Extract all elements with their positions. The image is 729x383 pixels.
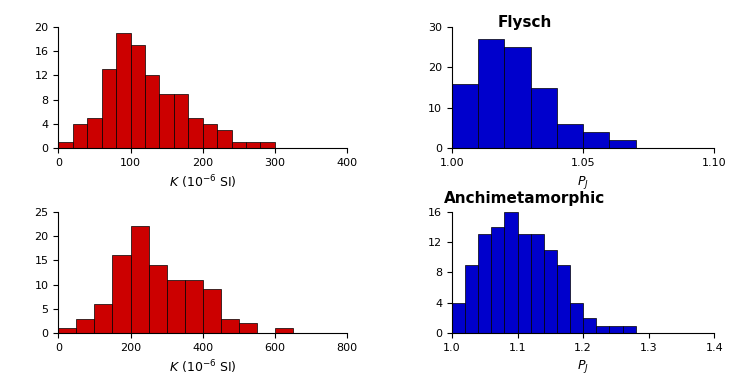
Bar — [246, 142, 260, 148]
Bar — [130, 45, 145, 148]
Bar — [73, 124, 87, 148]
Bar — [95, 304, 112, 333]
Bar — [504, 47, 531, 148]
Bar — [531, 234, 544, 333]
Bar — [130, 226, 149, 333]
Bar — [112, 255, 130, 333]
Text: Flysch: Flysch — [498, 15, 552, 30]
Bar — [203, 290, 221, 333]
Bar — [145, 75, 160, 148]
Bar — [491, 227, 504, 333]
Bar — [452, 303, 465, 333]
Bar — [570, 303, 583, 333]
Bar — [232, 142, 246, 148]
Bar — [101, 69, 116, 148]
Bar — [58, 142, 73, 148]
Bar — [609, 326, 623, 333]
Bar — [217, 130, 232, 148]
Bar — [203, 124, 217, 148]
Bar — [188, 118, 203, 148]
Bar — [557, 124, 583, 148]
Bar — [504, 212, 518, 333]
Bar — [465, 265, 478, 333]
Bar — [518, 234, 531, 333]
Bar — [87, 118, 101, 148]
X-axis label: $K$ (10$^{-6}$ SI): $K$ (10$^{-6}$ SI) — [169, 173, 237, 191]
Bar — [478, 39, 504, 148]
Bar — [596, 326, 609, 333]
Bar — [167, 280, 184, 333]
Bar — [221, 319, 239, 333]
Bar — [174, 94, 188, 148]
Bar — [583, 318, 596, 333]
Bar — [184, 280, 203, 333]
X-axis label: $K$ (10$^{-6}$ SI): $K$ (10$^{-6}$ SI) — [169, 358, 237, 376]
Bar — [531, 88, 557, 148]
Bar — [160, 94, 174, 148]
Bar — [623, 326, 636, 333]
Bar — [557, 265, 570, 333]
Bar — [149, 265, 167, 333]
Bar — [452, 83, 478, 148]
Bar — [58, 328, 77, 333]
Bar — [77, 319, 95, 333]
Bar — [478, 234, 491, 333]
Bar — [583, 132, 609, 148]
Bar — [239, 324, 257, 333]
Text: Anchimetamorphic: Anchimetamorphic — [444, 192, 606, 206]
X-axis label: $P_J$: $P_J$ — [577, 358, 589, 375]
Bar — [609, 140, 636, 148]
Bar — [275, 328, 293, 333]
Bar — [116, 33, 130, 148]
Bar — [260, 142, 275, 148]
X-axis label: $P_J$: $P_J$ — [577, 173, 589, 191]
Bar — [544, 250, 557, 333]
